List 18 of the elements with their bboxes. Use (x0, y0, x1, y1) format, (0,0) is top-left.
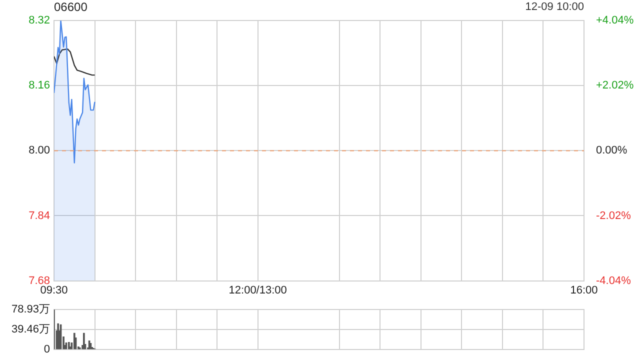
y-tick-label: 8.32 (28, 14, 50, 27)
y-tick-label: 7.84 (28, 210, 50, 222)
y2-tick-label: -2.02% (596, 210, 632, 222)
text: 12-09 10:00 (525, 1, 584, 13)
chart-title: 06600 (54, 0, 88, 14)
y-tick-label: 39.46万 (11, 324, 50, 336)
y-tick-label: 0 (44, 343, 50, 356)
y2-tick-label: +2.02% (596, 80, 634, 92)
y-tick-label: 8.00 (28, 144, 50, 157)
y-tick-label: 78.93万 (11, 304, 50, 316)
y-tick-label: 8.16 (28, 80, 50, 92)
x-tick-label: 09:30 (40, 284, 68, 296)
y2-tick-label: 0.00% (596, 144, 628, 157)
x-tick-label: 12:00/13:00 (228, 284, 287, 296)
y2-tick-label: +4.04% (596, 14, 634, 27)
y-tick-label: 7.68 (28, 274, 50, 287)
x-tick-label: 16:00 (570, 284, 598, 296)
y2-tick-label: -4.04% (596, 274, 632, 287)
